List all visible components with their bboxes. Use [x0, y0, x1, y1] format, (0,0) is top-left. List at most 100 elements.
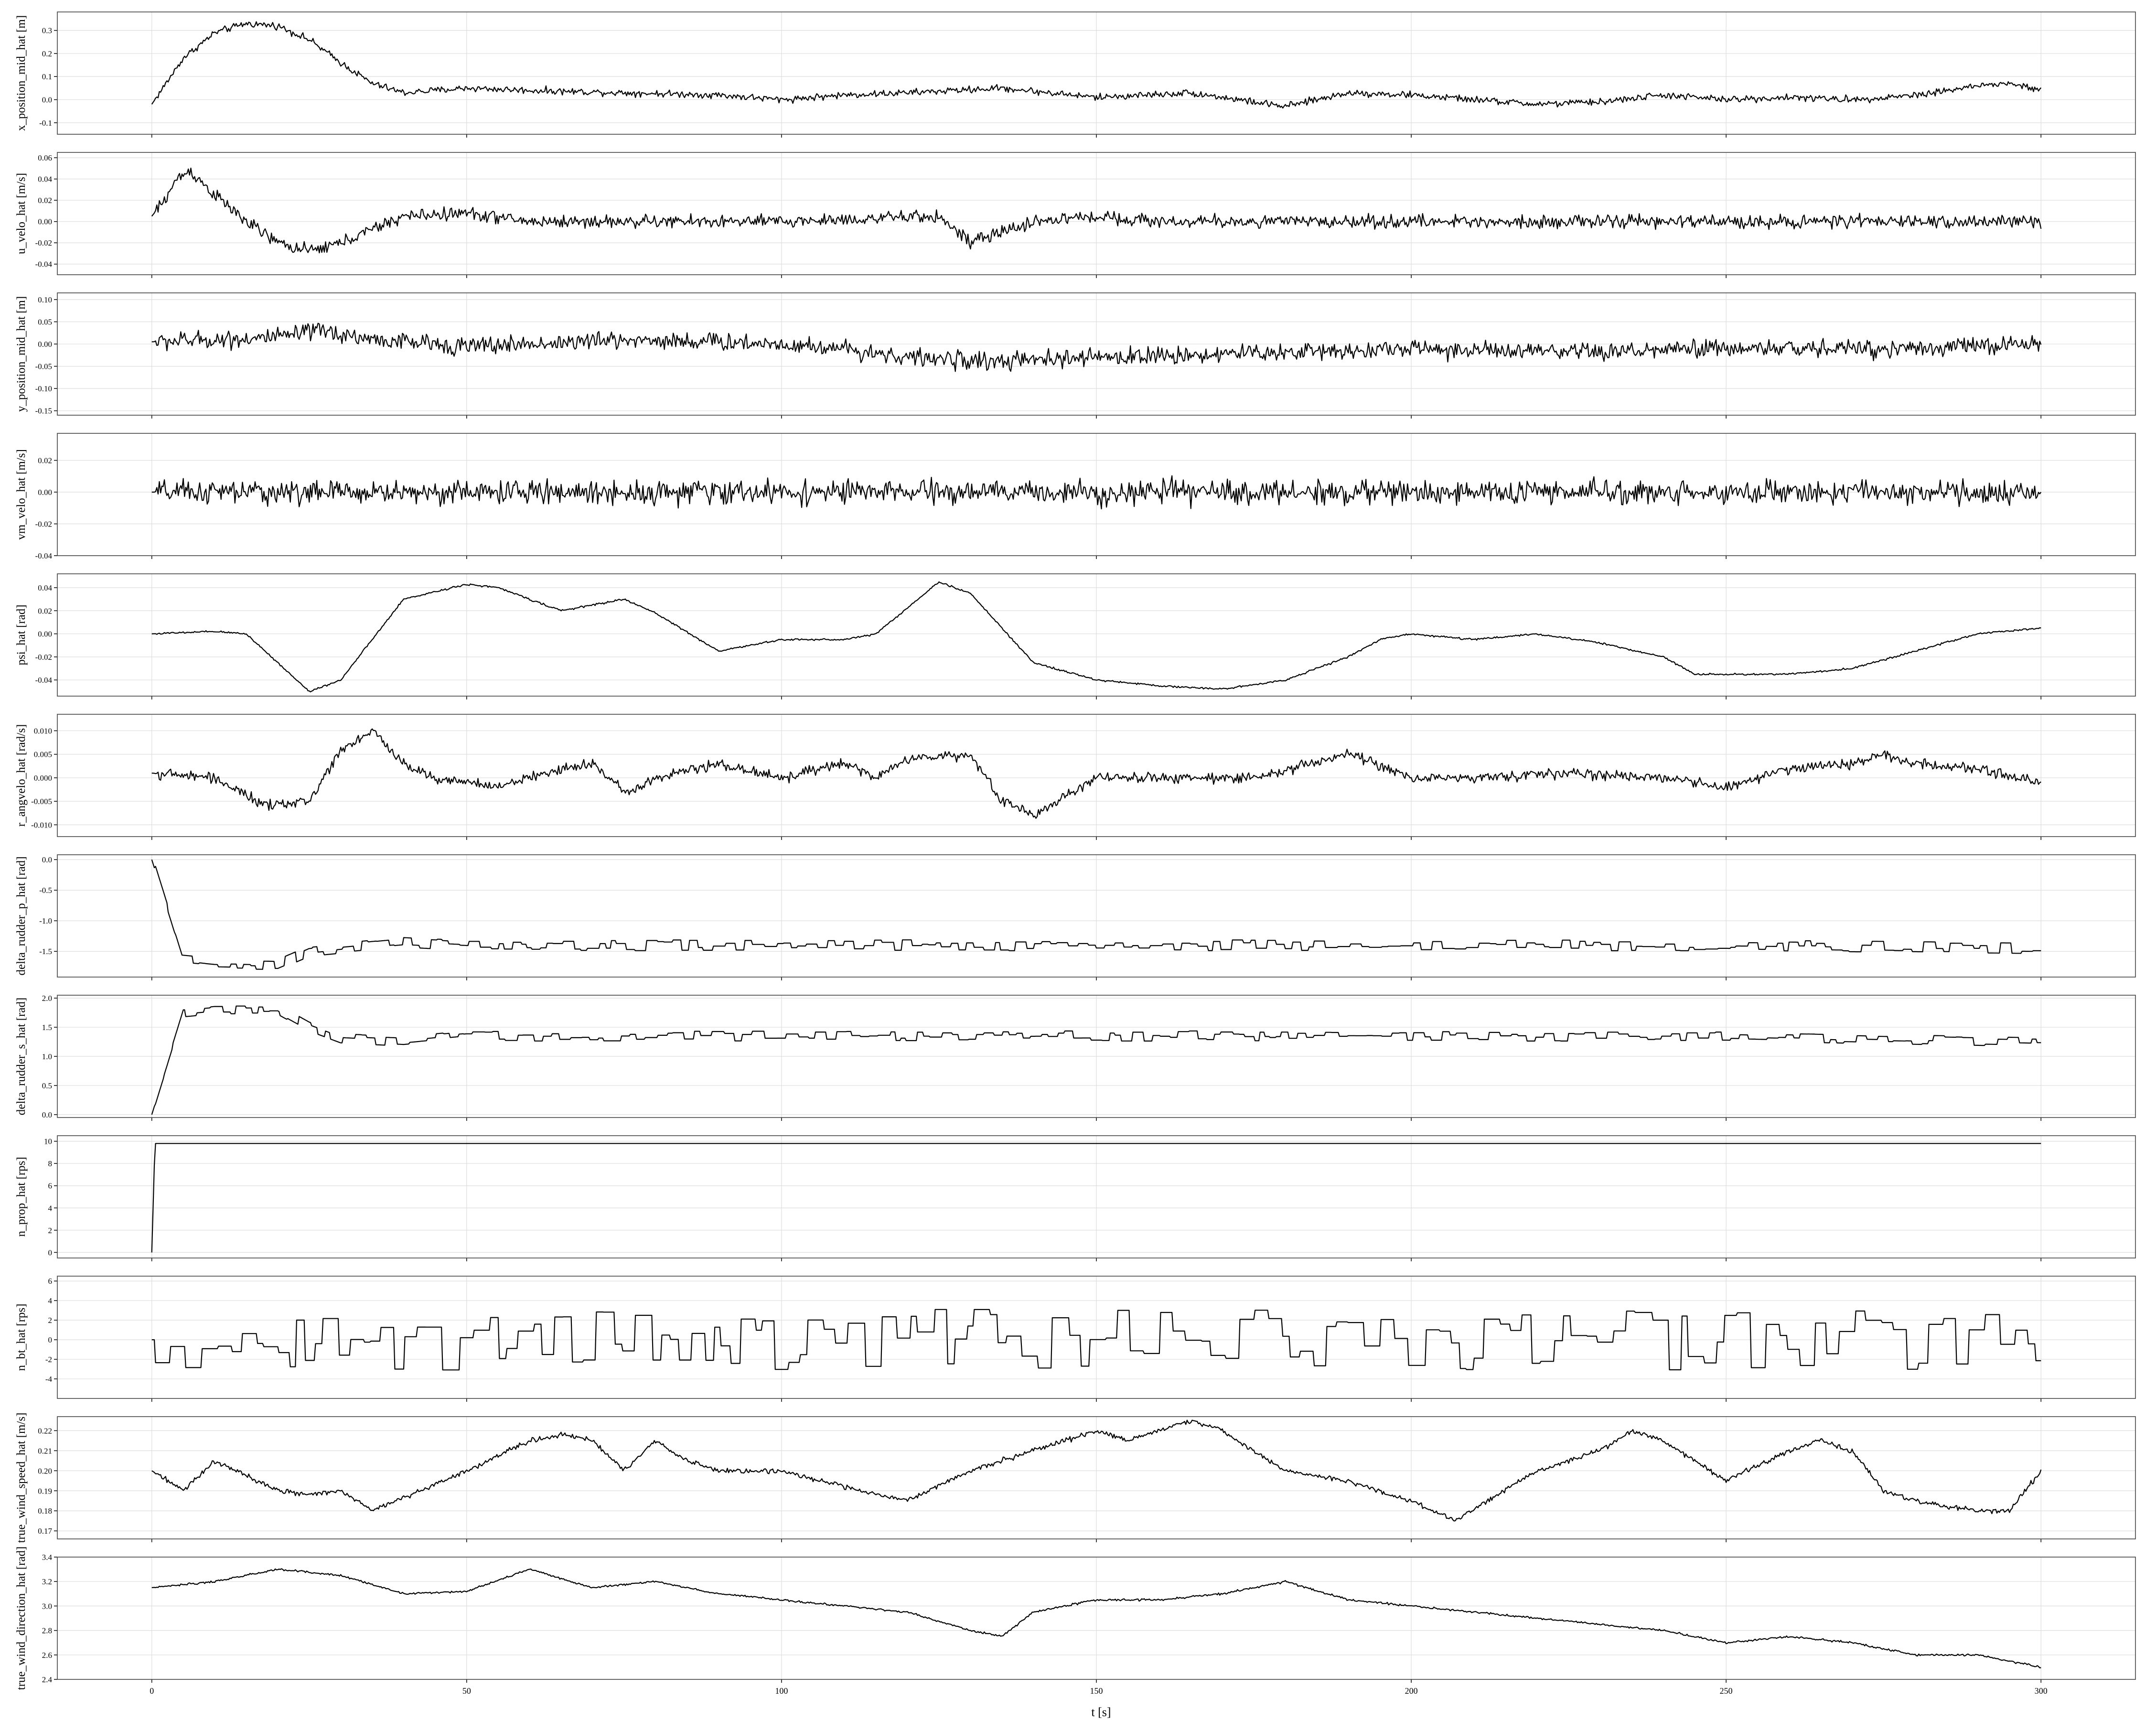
y-tick-label: 0.02	[38, 196, 52, 205]
x-tick-label: 300	[2035, 1686, 2048, 1696]
y-tick-label: 6	[48, 1277, 53, 1286]
x-tick-label: 250	[1720, 1686, 1733, 1696]
subplot-4: -0.04 -0.02 0.00 0.02 vm_velo_hat [m/s]	[15, 433, 2136, 560]
y-tick-label: 0.04	[38, 175, 52, 184]
y-tick-label: 4	[48, 1204, 53, 1213]
y-tick-label: 0.04	[38, 583, 52, 592]
subplot-10: -4 -2 0 2 4 6 n_bt_hat [rps]	[15, 1276, 2136, 1402]
subplot-11: 0.17 0.18 0.19 0.20 0.21 0.22 true_wind_speed_…	[15, 1413, 2136, 1543]
y-axis-label: u_velo_hat [m/s]	[15, 173, 28, 254]
y-tick-label: 2.0	[42, 994, 52, 1003]
x-tick-label: 0	[150, 1686, 154, 1696]
x-tick-label: 100	[775, 1686, 788, 1696]
y-tick-label: 2.4	[42, 1675, 53, 1684]
plot-frame	[57, 1276, 2136, 1399]
y-tick-label: 1.0	[42, 1052, 52, 1061]
y-tick-label: 3.0	[42, 1602, 52, 1611]
y-tick-label: 6	[48, 1182, 53, 1191]
y-axis-label: n_bt_hat [rps]	[15, 1304, 28, 1371]
y-tick-label: 0.0	[42, 96, 52, 105]
y-tick-label: -1.5	[39, 947, 52, 956]
y-tick-label: -0.02	[35, 238, 52, 247]
y-tick-label: 0.17	[38, 1526, 52, 1536]
y-tick-label: -0.02	[35, 653, 52, 662]
y-tick-label: 0.00	[38, 217, 52, 226]
series-line	[151, 859, 2041, 970]
y-axis-label: psi_hat [rad]	[15, 604, 28, 665]
y-tick-label: -0.02	[35, 520, 52, 529]
y-tick-label: 0.00	[38, 488, 52, 497]
y-tick-label: 0.5	[42, 1081, 52, 1090]
y-tick-label: 0.22	[38, 1426, 52, 1435]
y-tick-label: 0.00	[38, 630, 52, 639]
y-tick-label: 0	[48, 1248, 53, 1257]
y-tick-label: 0.0	[42, 1110, 52, 1119]
series-line	[151, 728, 2041, 819]
y-tick-label: -0.005	[31, 797, 52, 806]
subplot-3: -0.15 -0.10 -0.05 0.00 0.05 0.10 y_position_mi…	[15, 292, 2136, 419]
y-tick-label: 0.00	[38, 340, 52, 349]
y-axis-label: y_position_mid_hat [m]	[15, 296, 28, 412]
plot-frame	[57, 573, 2136, 697]
series-line	[151, 1143, 2041, 1253]
subplot-7: -1.5 -1.0 -0.5 0.0 delta_rudder_p_hat [rad]	[15, 854, 2136, 980]
y-tick-label: 10	[44, 1137, 52, 1146]
y-tick-label: 0.21	[38, 1446, 52, 1455]
plot-frame	[57, 1135, 2136, 1258]
plot-frame	[57, 854, 2136, 978]
series-line	[151, 1005, 2041, 1115]
y-tick-label: 0.0	[42, 855, 52, 864]
series-line	[151, 1419, 2042, 1522]
y-tick-label: 8	[48, 1159, 53, 1168]
subplot-2: -0.04 -0.02 0.00 0.02 0.04 0.06 u_velo_hat [m/…	[15, 152, 2136, 278]
plot-frame	[57, 292, 2136, 416]
y-tick-label: 0.3	[42, 26, 52, 35]
panels: -0.10.00.10.20.3x_position_mid_hat [m]-0…	[15, 11, 2136, 1696]
y-tick-label: 2	[48, 1226, 53, 1235]
x-axis-label: t [s]	[1091, 1705, 1111, 1719]
y-tick-label: -0.04	[35, 676, 53, 685]
y-tick-label: -0.010	[31, 820, 52, 829]
y-axis-label: true_wind_speed_hat [m/s]	[15, 1413, 28, 1543]
x-tick-label: 150	[1090, 1686, 1103, 1696]
y-axis-label: true_wind_direction_hat [rad]	[15, 1547, 28, 1690]
y-tick-label: 0	[48, 1335, 53, 1344]
y-tick-label: 0.010	[34, 726, 52, 735]
y-tick-label: 1.5	[42, 1023, 52, 1032]
subplot-6: -0.010 -0.005 0.000 0.005 0.010 r_angvelo_hat…	[15, 714, 2136, 840]
plot-frame	[57, 433, 2136, 556]
plot-frame	[57, 11, 2136, 135]
subplot-1: -0.1 0.0 0.1 0.2 0.3 x_position_mid_hat [m]	[15, 11, 2136, 138]
y-tick-label: 4	[48, 1296, 53, 1305]
y-tick-label: 2.8	[42, 1626, 52, 1635]
y-tick-label: 0.06	[38, 153, 52, 162]
y-tick-label: -0.5	[39, 886, 52, 895]
series-line	[151, 475, 2042, 510]
y-tick-label: -0.04	[35, 260, 53, 269]
plot-frame	[57, 995, 2136, 1118]
y-tick-label: -2	[45, 1355, 52, 1364]
y-axis-label: delta_rudder_s_hat [rad]	[15, 998, 28, 1115]
y-axis-label: vm_velo_hat [m/s]	[15, 449, 28, 540]
y-axis-label: r_angvelo_hat [rad/s]	[15, 724, 28, 827]
y-tick-label: 0.02	[38, 606, 52, 615]
y-tick-label: -1.0	[39, 916, 52, 925]
y-tick-label: 0.18	[38, 1506, 52, 1516]
y-tick-label: 0.05	[38, 318, 52, 327]
subplot-5: -0.04 -0.02 0.00 0.02 0.04 psi_hat [rad]	[15, 573, 2136, 699]
y-tick-label: 0.02	[38, 456, 52, 465]
y-tick-label: 2	[48, 1316, 53, 1325]
plot-frame	[57, 714, 2136, 837]
y-tick-label: -0.04	[35, 551, 53, 560]
plot-frame	[57, 1557, 2136, 1680]
y-tick-label: 0.000	[34, 774, 52, 783]
y-tick-label: 3.2	[42, 1577, 52, 1586]
y-tick-label: -0.05	[35, 362, 52, 371]
series-line	[151, 322, 2042, 372]
y-axis-label: delta_rudder_p_hat [rad]	[15, 856, 28, 975]
y-tick-label: -0.10	[35, 384, 52, 393]
y-axis-label: x_position_mid_hat [m]	[15, 15, 28, 131]
series-line	[151, 581, 2041, 693]
y-tick-label: 0.10	[38, 295, 52, 304]
y-tick-label: 0.2	[42, 49, 52, 58]
